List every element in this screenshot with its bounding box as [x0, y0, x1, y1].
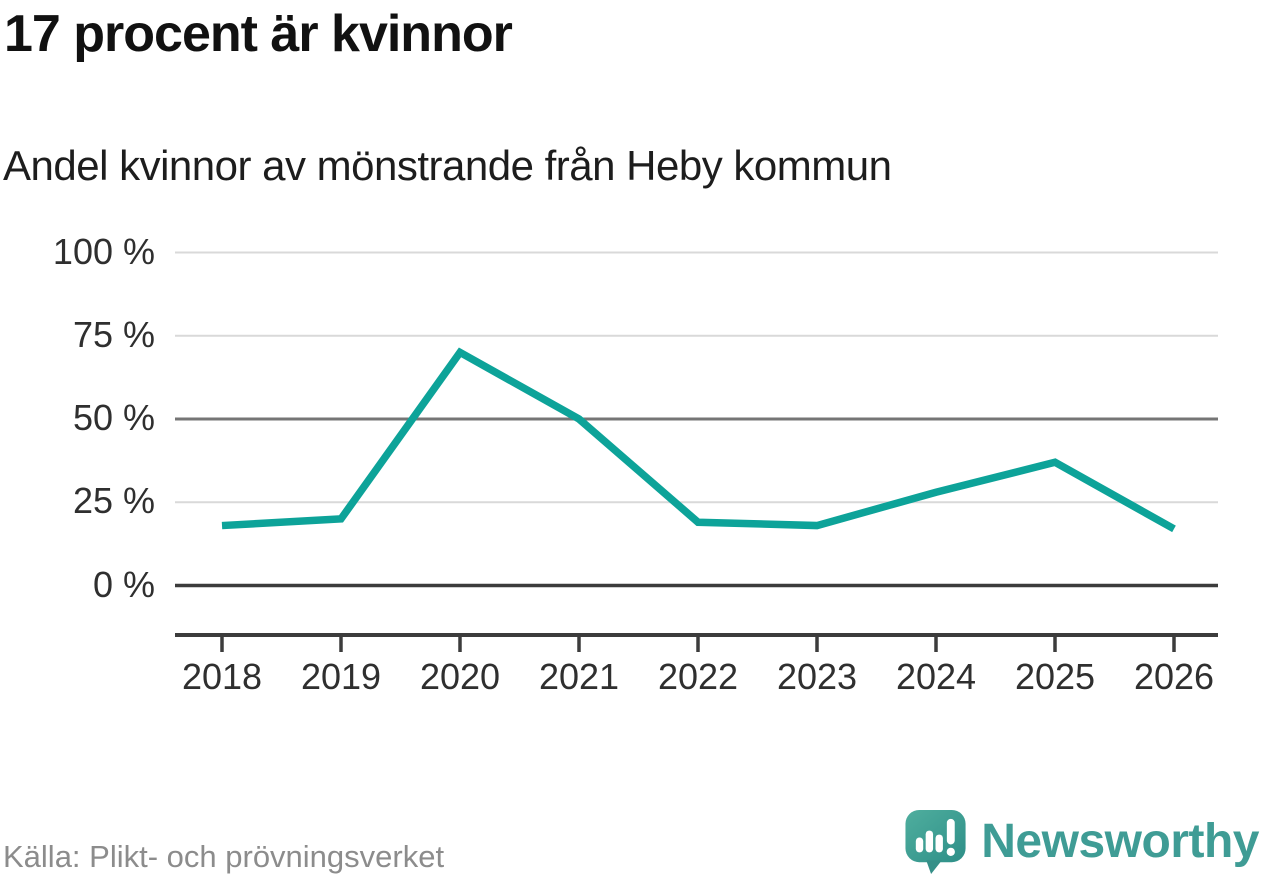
chart-subtitle: Andel kvinnor av mönstrande från Heby ko… [3, 142, 892, 189]
x-axis-tick-label-2021: 2021 [538, 656, 620, 697]
source-caption: Källa: Plikt- och prövningsverket [3, 839, 445, 874]
y-axis-tick-label-50: 50 % [72, 397, 155, 439]
y-axis-tick-label-0: 0 % [92, 563, 155, 605]
chart-title: 17 procent är kvinnor [4, 5, 513, 63]
x-axis-tick-label-2020: 2020 [419, 656, 501, 697]
x-axis-tick-label-2026: 2026 [1133, 656, 1215, 697]
x-axis-tick-label-2019: 2019 [300, 656, 382, 697]
x-axis-tick-label-2025: 2025 [1014, 656, 1096, 697]
newsworthy-logo: Newsworthy [903, 808, 1259, 875]
speech-bubble-tail [926, 860, 943, 875]
newsworthy-logo-text: Newsworthy [981, 814, 1259, 868]
x-axis-tick-label-2023: 2023 [776, 656, 858, 697]
y-axis-tick-label-100: 100 % [52, 230, 155, 272]
data-line-0 [221, 347, 1176, 533]
bar-icon-3 [935, 834, 944, 853]
speech-bubble-shape [905, 809, 966, 863]
bar-icon-1 [916, 837, 924, 853]
newsworthy-chart-bubble-icon [905, 809, 966, 875]
y-axis-tick-label-75: 75 % [72, 313, 155, 355]
x-axis-tick-label-2018: 2018 [181, 656, 263, 697]
x-axis-tick-label-2022: 2022 [657, 656, 739, 697]
exclamation-bar-icon [947, 818, 956, 845]
y-axis-tick-label-25: 25 % [72, 480, 155, 522]
x-axis-tick-label-2024: 2024 [895, 656, 977, 697]
bar-icon-2 [925, 830, 934, 853]
exclamation-dot-icon [946, 847, 956, 856]
